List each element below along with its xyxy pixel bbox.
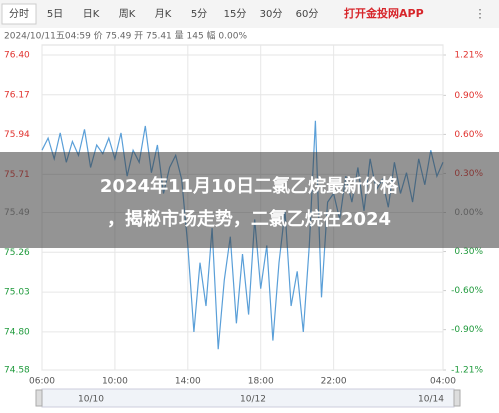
tab[interactable]: 周K (119, 8, 136, 20)
brand-link[interactable]: 打开金投网APP (344, 6, 424, 20)
y-tick-label: 74.80 (4, 327, 30, 337)
tab[interactable]: 60分 (296, 8, 319, 20)
menu-icon[interactable]: ⋮ (474, 7, 486, 21)
y-tick-label: 75.94 (4, 130, 30, 140)
y-tick-label: 76.17 (4, 90, 30, 100)
x-tick-label: 06:00 (29, 377, 55, 387)
info-line: 2024/10/11五04:59 价 75.49 开 75.41 量 145 幅… (4, 30, 247, 42)
navigator-handle[interactable] (453, 389, 461, 407)
y-tick-label: 76.40 (4, 51, 30, 61)
tab[interactable]: 分时 (9, 8, 29, 20)
y-tick-label: 75.26 (4, 248, 30, 258)
overlay-banner (0, 152, 499, 248)
navigator-label: 10/12 (240, 395, 266, 405)
y2-tick-label: 0.60% (454, 130, 483, 140)
x-tick-label: 04:00 (430, 377, 456, 387)
x-tick-label: 14:00 (175, 377, 201, 387)
y2-tick-label: -0.90% (451, 325, 483, 335)
x-tick-label: 18:00 (248, 377, 274, 387)
overlay-title: 2024年11月10日二氯乙烷最新价格 (100, 175, 399, 197)
tab[interactable]: 5日 (47, 9, 63, 20)
overlay-title: ，揭秘市场走势，二氯乙烷在2024 (107, 208, 391, 230)
y2-tick-label: 1.21% (454, 51, 483, 61)
tab-active (1, 3, 37, 25)
y-tick-label: 75.03 (4, 288, 30, 298)
y2-tick-label: 0.30% (454, 247, 483, 257)
x-tick-label: 22:00 (321, 377, 347, 387)
navigator-label: 10/14 (418, 395, 444, 405)
navigator-handle[interactable] (35, 389, 43, 407)
tab[interactable]: 月K (155, 8, 172, 20)
tab[interactable]: 5分 (191, 8, 207, 20)
y2-tick-label: -1.21% (451, 366, 483, 376)
tab[interactable]: 日K (83, 9, 100, 20)
y2-tick-label: 0.90% (454, 91, 483, 101)
navigator-label: 10/10 (78, 395, 104, 405)
tab[interactable]: 15分 (224, 8, 247, 20)
y-tick-label: 74.58 (4, 366, 30, 376)
y2-tick-label: -0.60% (451, 286, 483, 296)
tab[interactable]: 30分 (260, 8, 283, 20)
x-tick-label: 10:00 (102, 377, 128, 387)
tab-bar (0, 0, 499, 28)
